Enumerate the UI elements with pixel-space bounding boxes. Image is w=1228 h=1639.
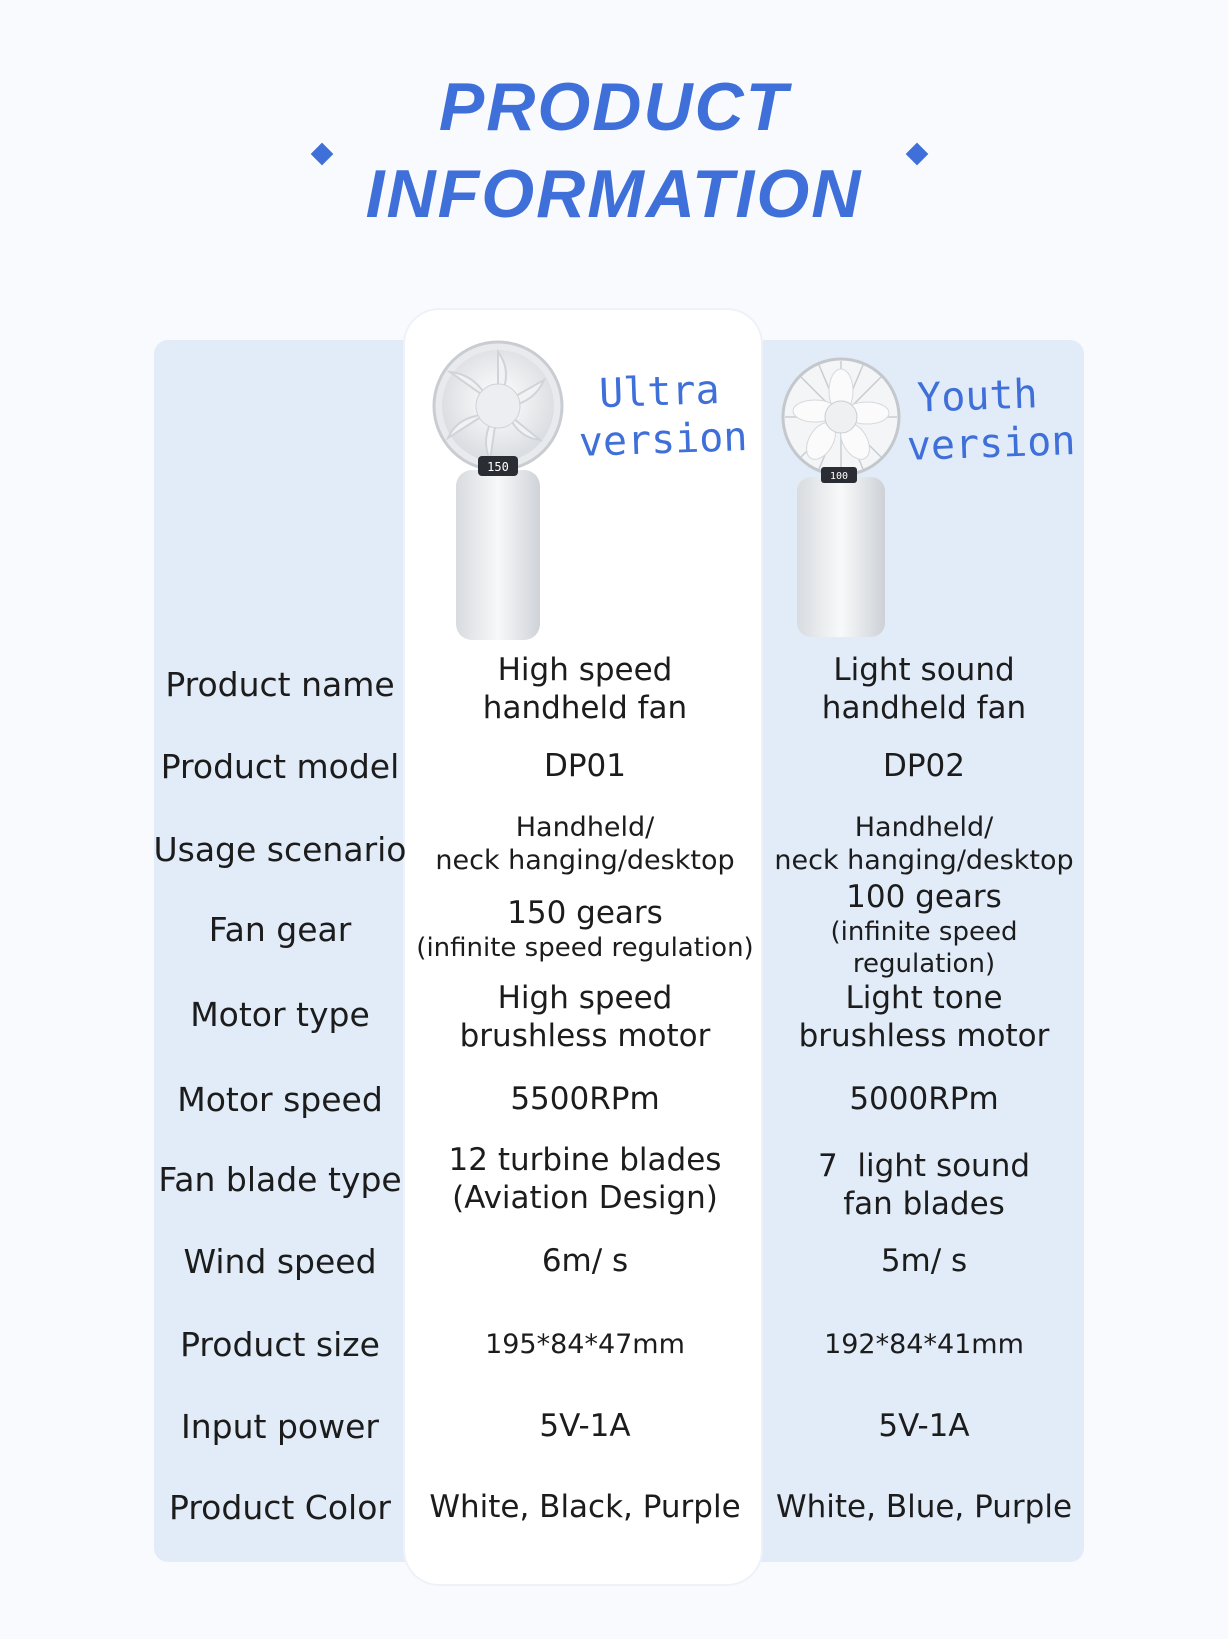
ultra-value: 6m/ s — [541, 1243, 629, 1280]
youth-value: Handheld/neck hanging/desktop — [774, 812, 1074, 876]
row-label: Usage scenario — [153, 829, 407, 869]
youth-value: 100 gears (infinite speed regulation) — [830, 879, 1018, 979]
ultra-value: 195*84*47mm — [485, 1328, 685, 1360]
ultra-value: White, Black, Purple — [429, 1489, 741, 1526]
ultra-display-readout: 150 — [487, 460, 509, 474]
ultra-fan-image: 150 — [432, 340, 564, 640]
youth-value: 5m/ s — [880, 1243, 968, 1280]
ultra-value: DP01 — [543, 748, 626, 785]
youth-version-label: Youth version — [906, 371, 1077, 470]
ultra-value: Handheld/neck hanging/desktop — [435, 812, 735, 876]
row-label: Motor type — [190, 994, 370, 1034]
row-label: Wind speed — [183, 1241, 377, 1281]
youth-display-readout: 100 — [830, 471, 848, 482]
youth-value: DP02 — [882, 748, 965, 785]
ultra-value: 5500RPm — [510, 1081, 660, 1118]
youth-value: Light sound handheld fan — [821, 652, 1027, 726]
row-label: Fan gear — [208, 909, 352, 949]
row-label: Fan blade type — [158, 1159, 402, 1199]
row-label: Motor speed — [177, 1079, 383, 1119]
ultra-value: 12 turbine blades (Aviation Design) — [448, 1142, 722, 1216]
youth-value: 7 light sound fan blades — [817, 1148, 1031, 1222]
ultra-value: High speed brushless motor — [459, 980, 711, 1054]
title-line-1: PRODUCT — [438, 69, 790, 145]
row-label: Input power — [181, 1406, 379, 1446]
ultra-value: 5V-1A — [539, 1408, 631, 1445]
row-label: Product Color — [169, 1487, 391, 1527]
row-label: Product model — [160, 746, 400, 786]
youth-value: Light tone brushless motor — [798, 980, 1050, 1054]
ultra-value: High speed handheld fan — [482, 652, 688, 726]
youth-value: 192*84*41mm — [824, 1328, 1024, 1360]
youth-value: 5000RPm — [849, 1081, 999, 1118]
youth-value: White, Blue, Purple — [775, 1489, 1073, 1526]
youth-fan-image: 100 — [781, 357, 901, 637]
ultra-version-label: Ultra version — [578, 366, 749, 466]
youth-value: 5V-1A — [878, 1408, 970, 1445]
row-label: Product name — [165, 664, 395, 704]
ultra-value: 150 gears (infinite speed regulation) — [416, 895, 754, 964]
title-line-2: INFORMATION — [365, 156, 863, 232]
row-label: Product size — [180, 1324, 380, 1364]
